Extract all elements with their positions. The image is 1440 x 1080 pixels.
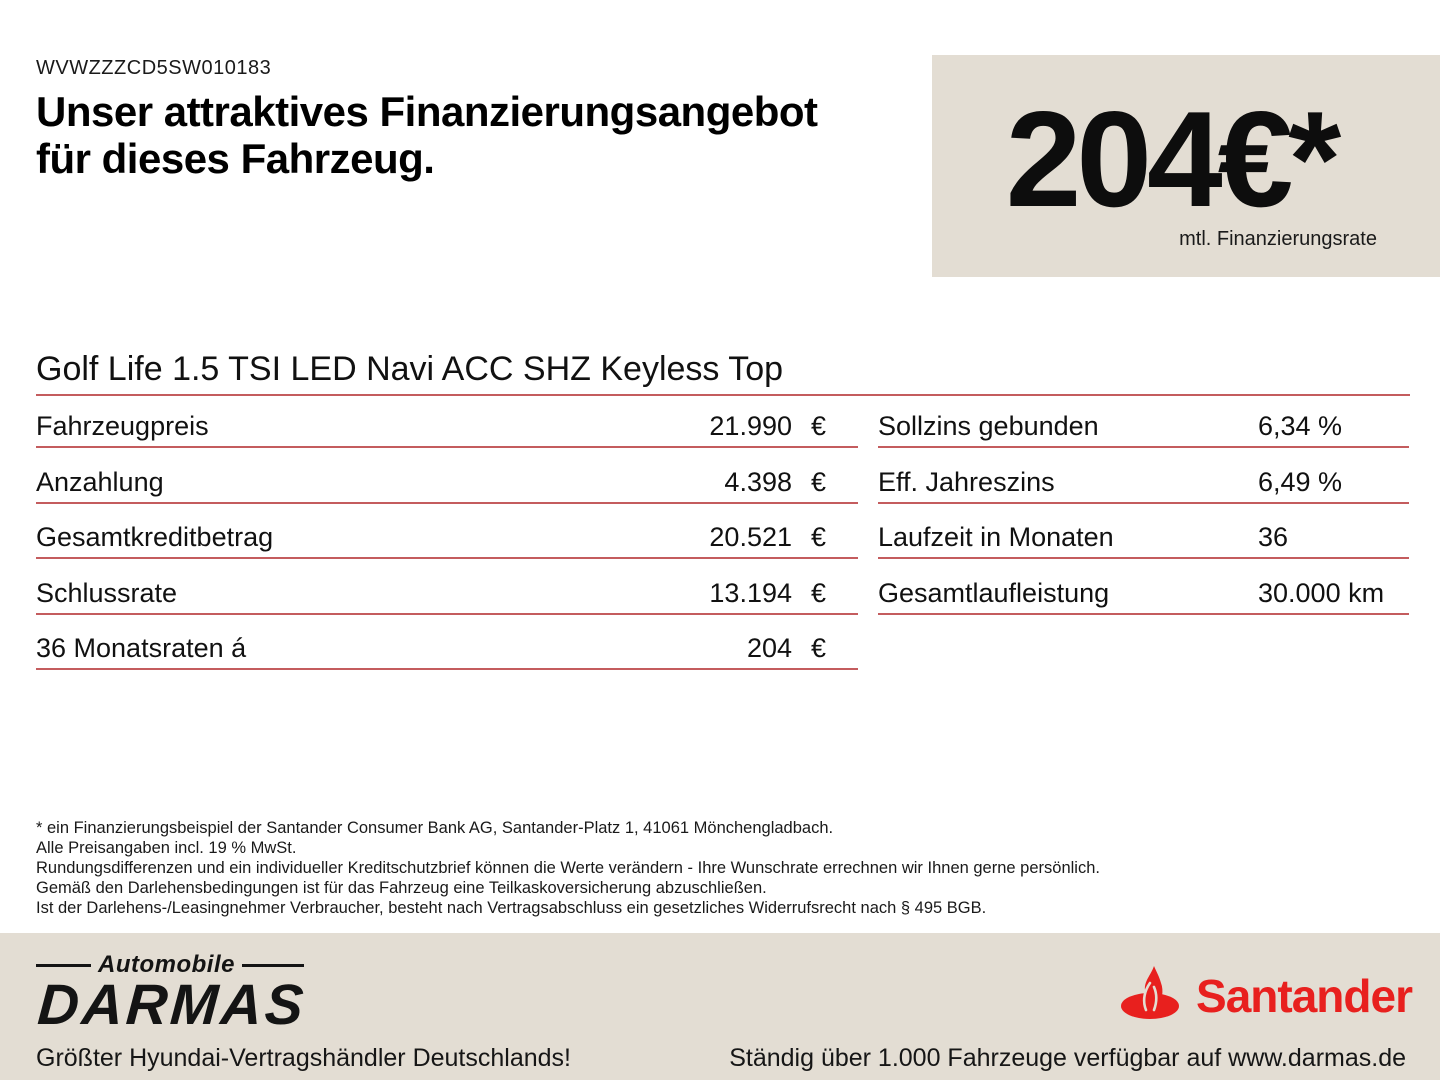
table-row: Gesamtkreditbetrag 20.521 € [36,504,858,560]
row-label: Eff. Jahreszins [878,466,1055,497]
page-title-line2: für dieses Fahrzeug. [36,135,435,182]
finance-table-right: Sollzins gebunden 6,34 % Eff. Jahreszins… [878,393,1409,615]
row-label: Anzahlung [36,466,164,497]
darmas-logo-name: DARMAS [35,973,309,1037]
disclaimer-line: Ist der Darlehens-/Leasingnehmer Verbrau… [36,899,987,917]
table-row: Laufzeit in Monaten 36 [878,504,1409,560]
table-row: Schlussrate 13.194 € [36,559,858,615]
dealer-tagline: Größter Hyundai-Vertragshändler Deutschl… [36,1044,571,1072]
disclaimer-text: * ein Finanzierungsbeispiel der Santande… [36,818,1100,918]
darmas-logo-automobile: Automobile [98,951,235,978]
page-title-line1: Unser attraktives Finanzierungsangebot [36,88,818,135]
monthly-rate-caption: mtl. Finanzierungsrate [1179,228,1377,250]
table-row: Sollzins gebunden 6,34 % [878,393,1409,449]
row-unit: € [811,411,827,442]
availability-tagline: Ständig über 1.000 Fahrzeuge verfügbar a… [729,1044,1406,1072]
row-unit: € [811,577,827,608]
row-value: 13.194 [709,577,792,608]
row-label: Laufzeit in Monaten [878,522,1114,553]
row-label: Gesamtlaufleistung [878,577,1110,608]
vehicle-title: Golf Life 1.5 TSI LED Navi ACC SHZ Keyle… [36,350,1410,396]
vin-number: WVWZZZCD5SW010183 [36,57,272,79]
row-value: 20.521 [709,522,792,553]
monthly-rate-amount: 204€* [1005,83,1341,235]
row-value: 6,34 % [1258,411,1343,442]
row-label: Fahrzeugpreis [36,411,209,442]
finance-table-left: Fahrzeugpreis 21.990 € Anzahlung 4.398 €… [36,393,858,670]
disclaimer-line: Rundungsdifferenzen und ein individuelle… [36,859,1100,877]
darmas-logo: Automobile DARMAS [36,951,309,1037]
monthly-rate-box: 204€* mtl. Finanzierungsrate [932,55,1440,277]
table-row: 36 Monatsraten á 204 € [36,615,858,670]
darmas-logo-right-bar [242,963,304,967]
row-unit: € [811,632,827,663]
table-row: Fahrzeugpreis 21.990 € [36,393,858,449]
disclaimer-line: Gemäß den Darlehensbedingungen ist für d… [36,879,767,897]
disclaimer-line: * ein Finanzierungsbeispiel der Santande… [36,819,834,837]
row-label: Gesamtkreditbetrag [36,522,274,553]
row-label: 36 Monatsraten á [36,632,247,663]
footer-band: Automobile DARMAS Santander Größter Hyun… [0,933,1440,1080]
row-value: 6,49 % [1258,466,1343,497]
table-row: Eff. Jahreszins 6,49 % [878,448,1409,504]
row-value: 30.000 km [1258,577,1385,608]
row-value: 4.398 [724,466,792,497]
table-row: Gesamtlaufleistung 30.000 km [878,559,1409,615]
row-value: 36 [1258,522,1289,553]
row-value: 21.990 [709,411,792,442]
row-unit: € [811,466,827,497]
santander-wordmark: Santander [1196,969,1413,1022]
santander-logo: Santander [1120,966,1413,1025]
row-label: Sollzins gebunden [878,411,1099,442]
row-value: 204 [746,632,792,663]
row-label: Schlussrate [36,577,178,608]
disclaimer-line: Alle Preisangaben incl. 19 % MwSt. [36,839,297,857]
darmas-logo-top: Automobile [36,951,304,979]
table-row: Anzahlung 4.398 € [36,448,858,504]
row-unit: € [811,522,827,553]
page-title: Unser attraktives Finanzierungsangebot f… [36,88,818,182]
santander-flame-icon [1120,966,1186,1025]
darmas-logo-left-bar [36,963,91,967]
